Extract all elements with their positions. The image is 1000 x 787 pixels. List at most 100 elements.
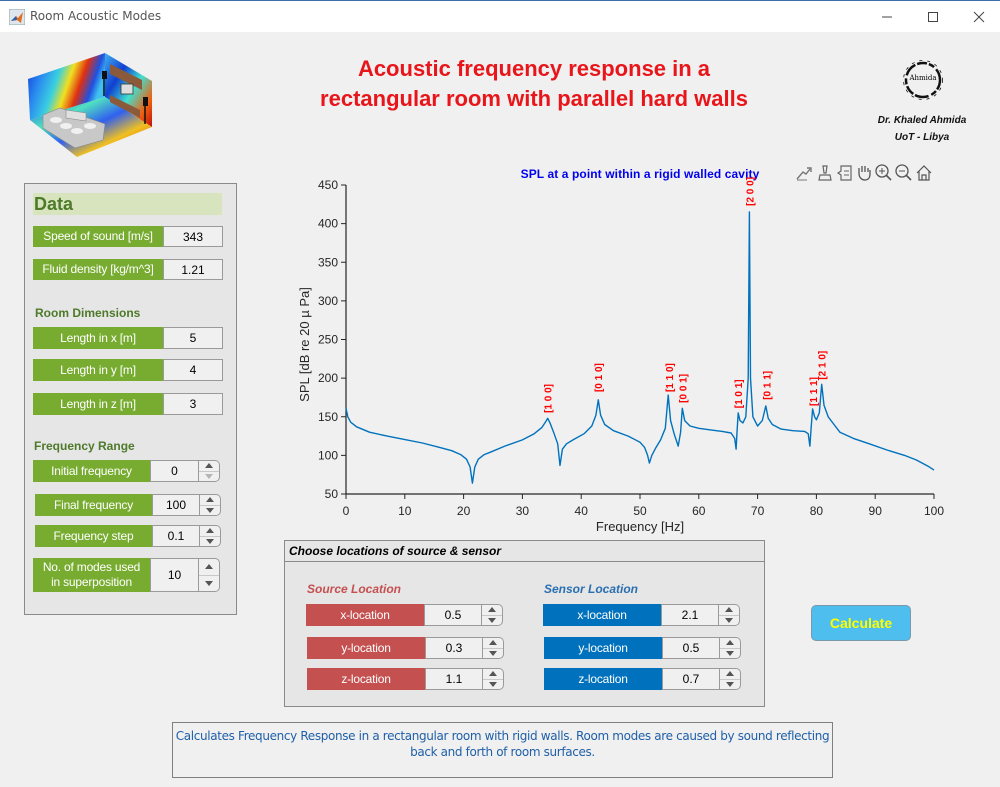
spinner-down-button[interactable]: [719, 616, 739, 626]
length-z-field[interactable]: 3: [163, 393, 223, 415]
frequency-range-heading: Frequency Range: [34, 439, 135, 453]
calculate-button[interactable]: Calculate: [811, 605, 911, 641]
spinner-down-button[interactable]: [199, 576, 219, 592]
x-tick-label: 100: [924, 504, 944, 518]
arrow-down-icon: [206, 538, 214, 544]
source-z-field[interactable]: 1.1: [425, 668, 483, 690]
frequency-step-spinner[interactable]: [200, 525, 221, 547]
spinner-up-button[interactable]: [483, 669, 503, 680]
speed-of-sound-label: Speed of sound [m/s]: [33, 226, 163, 247]
close-button[interactable]: [956, 1, 1000, 33]
y-tick-label: 300: [318, 294, 338, 308]
arrow-down-icon: [488, 617, 496, 623]
source-y-label: y-location: [307, 637, 425, 659]
x-tick-label: 40: [575, 504, 589, 518]
maximize-icon: [928, 12, 938, 22]
y-tick-label: 50: [325, 487, 339, 501]
source-x-label: x-location: [306, 604, 424, 626]
source-location-heading: Source Location: [307, 582, 402, 596]
sensor-y-label: y-location: [544, 637, 662, 659]
maximize-button[interactable]: [910, 1, 956, 33]
speed-of-sound-field[interactable]: 343: [163, 226, 223, 247]
fluid-density-field[interactable]: 1.21: [163, 259, 223, 280]
source-y-spinner[interactable]: [483, 637, 504, 659]
spinner-down-button[interactable]: [200, 506, 220, 516]
mode-label: [2 1 0]: [818, 351, 829, 380]
export-icon[interactable]: [794, 163, 814, 183]
length-y-field[interactable]: 4: [163, 359, 223, 381]
arrow-up-icon: [489, 640, 497, 646]
zoom-in-icon[interactable]: [874, 163, 894, 183]
arrow-up-icon: [205, 463, 213, 469]
arrow-down-icon: [726, 650, 734, 656]
initial-frequency-spinner[interactable]: [199, 460, 220, 482]
frequency-response-plot[interactable]: 50 100 150 200 250 300 350 400 450 0 10 20 30 40 50 60 7…: [280, 160, 960, 540]
y-tick-label: 250: [318, 333, 338, 347]
y-axis-label: SPL [dB re 20 µ Pa]: [297, 287, 312, 402]
arrow-down-icon: [206, 507, 214, 513]
spinner-down-button[interactable]: [200, 537, 220, 547]
spinner-up-button[interactable]: [199, 461, 219, 472]
mode-label: [0 1 0]: [594, 363, 605, 392]
spinner-up-button[interactable]: [720, 638, 740, 649]
sensor-x-field[interactable]: 2.1: [661, 604, 719, 626]
initial-frequency-field[interactable]: 0: [150, 460, 199, 482]
logo-text: Ahmida: [909, 74, 937, 82]
spinner-up-button[interactable]: [719, 605, 739, 616]
number-of-modes-field[interactable]: 10: [150, 558, 199, 592]
x-tick-label: 80: [810, 504, 824, 518]
pan-icon[interactable]: [854, 163, 874, 183]
x-tick-label: 20: [457, 504, 471, 518]
spinner-down-button[interactable]: [482, 616, 502, 626]
source-z-spinner[interactable]: [483, 668, 504, 690]
final-frequency-spinner[interactable]: [200, 494, 221, 516]
arrow-up-icon: [206, 528, 214, 534]
zoom-out-icon[interactable]: [894, 163, 914, 183]
x-axis-label: Frequency [Hz]: [596, 519, 684, 534]
spinner-down-button[interactable]: [720, 680, 740, 690]
arrow-down-icon: [726, 681, 734, 687]
spinner-up-button[interactable]: [720, 669, 740, 680]
spinner-up-button[interactable]: [482, 605, 502, 616]
spinner-down-button[interactable]: [199, 472, 219, 482]
window-title-bar: Room Acoustic Modes: [0, 0, 1000, 32]
sensor-y-field[interactable]: 0.5: [662, 637, 720, 659]
sensor-z-label: z-location: [544, 668, 662, 690]
minimize-button[interactable]: [864, 1, 910, 33]
mode-label: [1 1 0]: [665, 363, 676, 392]
mode-label: [1 0 0]: [544, 384, 555, 413]
spinner-down-button[interactable]: [720, 649, 740, 659]
x-tick-label: 30: [516, 504, 530, 518]
sensor-location-heading: Sensor Location: [544, 582, 639, 596]
data-tips-icon[interactable]: [835, 163, 855, 183]
sensor-z-spinner[interactable]: [720, 668, 741, 690]
sensor-z-field[interactable]: 0.7: [662, 668, 720, 690]
number-of-modes-label: No. of modes used in superposition: [33, 558, 150, 592]
number-of-modes-spinner[interactable]: [199, 558, 220, 592]
source-x-field[interactable]: 0.5: [424, 604, 482, 626]
brush-icon[interactable]: [815, 163, 835, 183]
x-tick-label: 10: [398, 504, 412, 518]
matlab-app-icon: [9, 9, 25, 25]
sensor-y-spinner[interactable]: [720, 637, 741, 659]
final-frequency-field[interactable]: 100: [152, 494, 200, 516]
frequency-step-field[interactable]: 0.1: [152, 525, 200, 547]
x-tick-label: 60: [692, 504, 706, 518]
sensor-x-label: x-location: [543, 604, 661, 626]
spinner-up-button[interactable]: [200, 495, 220, 506]
restore-view-icon[interactable]: [914, 163, 934, 183]
length-x-field[interactable]: 5: [163, 327, 223, 349]
spinner-down-button[interactable]: [483, 649, 503, 659]
sensor-x-spinner[interactable]: [719, 604, 740, 626]
author-affiliation: UoT - Libya: [894, 132, 950, 143]
spinner-down-button[interactable]: [483, 680, 503, 690]
arrow-up-icon: [726, 671, 734, 677]
spinner-up-button[interactable]: [200, 526, 220, 537]
spinner-up-button[interactable]: [199, 559, 219, 576]
spinner-up-button[interactable]: [483, 638, 503, 649]
length-y-label: Length in y [m]: [33, 359, 163, 381]
source-y-field[interactable]: 0.3: [425, 637, 483, 659]
source-x-spinner[interactable]: [482, 604, 503, 626]
spl-curve: [345, 211, 935, 484]
y-tick-label: 400: [318, 217, 338, 231]
